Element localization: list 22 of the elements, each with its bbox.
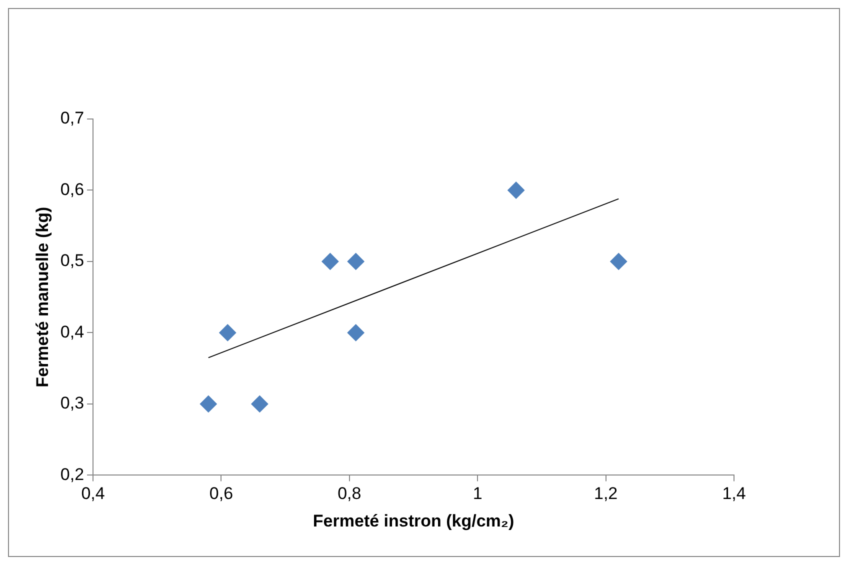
point: [322, 252, 339, 270]
x-tick-label: 1,2: [594, 484, 618, 504]
x-tick-label: 0,8: [338, 484, 362, 504]
point: [508, 182, 525, 199]
y-tick-label: 0,3: [60, 394, 84, 413]
x-tick-label: 0,4: [81, 484, 105, 504]
point: [219, 324, 236, 342]
point: [200, 395, 217, 412]
point: [610, 252, 628, 270]
y-tick-label: 0,2: [60, 464, 84, 484]
x-tick-label: 1,4: [722, 484, 746, 504]
point: [251, 395, 268, 412]
y-tick-label: 0,5: [60, 251, 84, 270]
x-tick-label: 0,6: [209, 484, 234, 504]
x-tick-label: 1: [472, 484, 482, 504]
y-tick-label: 0,6: [60, 180, 84, 199]
y-tick-label: 0,4: [60, 322, 84, 342]
point: [347, 252, 364, 270]
x-axis-title: Fermeté instron (kg/cm₂): [312, 511, 514, 530]
y-axis-title: Fermeté manuelle (kg): [32, 206, 52, 388]
point: [347, 324, 364, 342]
y-tick-label: 0,7: [60, 108, 84, 128]
